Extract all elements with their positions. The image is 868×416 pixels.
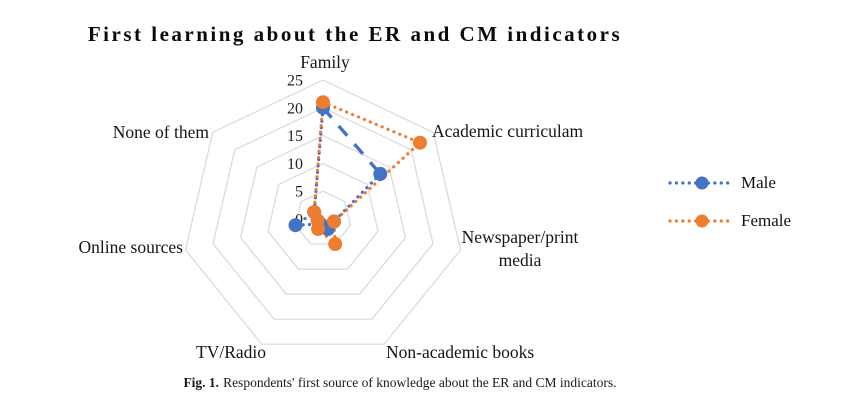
legend-item-male: Male <box>668 174 776 192</box>
caption-text: Respondents' first source of knowledge a… <box>223 375 617 390</box>
axis-label-tv-radio: TV/Radio <box>196 342 266 362</box>
legend-label-male: Male <box>741 173 776 192</box>
female-marker-academic-curriculam <box>413 135 427 150</box>
female-marker-none-of-them <box>307 205 322 220</box>
tick-label-10: 10 <box>287 156 303 173</box>
gridline-ring-20 <box>212 107 434 320</box>
gridline-ring-5 <box>294 190 352 245</box>
female-marker-newspaper-print-media <box>327 214 341 229</box>
female-marker-family <box>316 95 330 110</box>
legend-item-female: Female <box>668 212 791 230</box>
axis-label-academic-curriculam: Academic curriculam <box>432 121 583 141</box>
axis-label-online-sources: Online sources <box>79 237 184 257</box>
male-series-dash-segment <box>321 106 382 176</box>
male-legend-swatch-icon <box>668 176 736 190</box>
male-marker-online-sources <box>288 218 303 233</box>
axis-label-non-academic-books: Non-academic books <box>386 342 534 362</box>
axis-label-newspaper-print-media: Newspaper/print media <box>462 227 579 270</box>
tick-label-25: 25 <box>287 73 303 90</box>
male-marker-academic-curriculam <box>373 166 388 181</box>
caption-label: Fig. 1. <box>183 375 220 390</box>
female-marker-non-academic-books <box>328 237 343 251</box>
tick-label-5: 5 <box>295 184 303 201</box>
chart-title: First learning about the ER and CM indic… <box>87 22 623 46</box>
female-legend-swatch-icon <box>668 214 736 228</box>
figure-caption: Fig. 1. Respondents' first source of know… <box>0 375 800 391</box>
legend-label-female: Female <box>741 211 792 230</box>
tick-label-20: 20 <box>287 100 303 117</box>
gridline-ring-15 <box>239 134 407 295</box>
axis-label-family: Family <box>300 52 350 72</box>
gridline-ring-10 <box>267 162 379 270</box>
axis-label-none-of-them: None of them <box>113 122 210 142</box>
gridline-ring-25 <box>184 79 462 345</box>
tick-label-15: 15 <box>287 128 303 145</box>
